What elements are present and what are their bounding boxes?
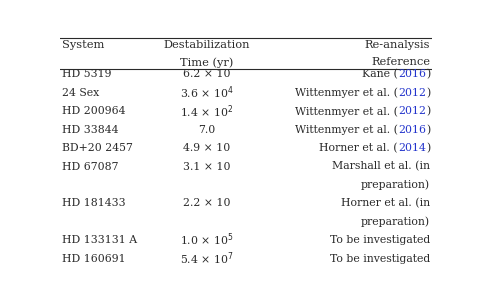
- Text: 2.2 × 10: 2.2 × 10: [183, 198, 231, 208]
- Text: 1.0 × 10$^{5}$: 1.0 × 10$^{5}$: [180, 232, 234, 249]
- Text: HD 200964: HD 200964: [62, 106, 125, 116]
- Text: 5.4 × 10$^{7}$: 5.4 × 10$^{7}$: [180, 250, 234, 267]
- Text: HD 67087: HD 67087: [62, 162, 119, 172]
- Text: 3.6 × 10$^{4}$: 3.6 × 10$^{4}$: [180, 85, 234, 101]
- Text: ): ): [426, 69, 430, 80]
- Text: preparation): preparation): [361, 217, 430, 227]
- Text: HD 33844: HD 33844: [62, 125, 119, 135]
- Text: preparation): preparation): [361, 180, 430, 190]
- Text: HD 5319: HD 5319: [62, 69, 111, 79]
- Text: ): ): [426, 143, 430, 153]
- Text: HD 181433: HD 181433: [62, 198, 125, 208]
- Text: 7.0: 7.0: [198, 125, 216, 135]
- Text: Marshall et al. (in: Marshall et al. (in: [332, 161, 430, 172]
- Text: 2016: 2016: [398, 125, 426, 135]
- Text: 3.1 × 10: 3.1 × 10: [183, 162, 231, 172]
- Text: 1.4 × 10$^{2}$: 1.4 × 10$^{2}$: [180, 103, 234, 120]
- Text: Time (yr): Time (yr): [180, 57, 234, 68]
- Text: 24 Sex: 24 Sex: [62, 88, 99, 98]
- Text: System: System: [62, 39, 104, 50]
- Text: HD 160691: HD 160691: [62, 253, 125, 264]
- Text: Wittenmyer et al. (: Wittenmyer et al. (: [295, 88, 398, 98]
- Text: Kane (: Kane (: [362, 69, 398, 80]
- Text: Horner et al. (in: Horner et al. (in: [341, 198, 430, 209]
- Text: Wittenmyer et al. (: Wittenmyer et al. (: [295, 106, 398, 117]
- Text: BD+20 2457: BD+20 2457: [62, 143, 133, 153]
- Text: ): ): [426, 88, 430, 98]
- Text: 4.9 × 10: 4.9 × 10: [183, 143, 230, 153]
- Text: Horner et al. (: Horner et al. (: [319, 143, 398, 153]
- Text: To be investigated: To be investigated: [330, 253, 430, 264]
- Text: 2012: 2012: [398, 88, 426, 98]
- Text: HD 133131 A: HD 133131 A: [62, 235, 137, 245]
- Text: Reference: Reference: [371, 57, 430, 67]
- Text: 2016: 2016: [398, 69, 426, 79]
- Text: ): ): [426, 106, 430, 116]
- Text: Destabilization: Destabilization: [164, 39, 250, 50]
- Text: To be investigated: To be investigated: [330, 235, 430, 245]
- Text: Re-analysis: Re-analysis: [365, 39, 430, 50]
- Text: 6.2 × 10: 6.2 × 10: [183, 69, 231, 79]
- Text: Wittenmyer et al. (: Wittenmyer et al. (: [295, 124, 398, 135]
- Text: 2014: 2014: [398, 143, 426, 153]
- Text: 2012: 2012: [398, 106, 426, 116]
- Text: ): ): [426, 124, 430, 135]
